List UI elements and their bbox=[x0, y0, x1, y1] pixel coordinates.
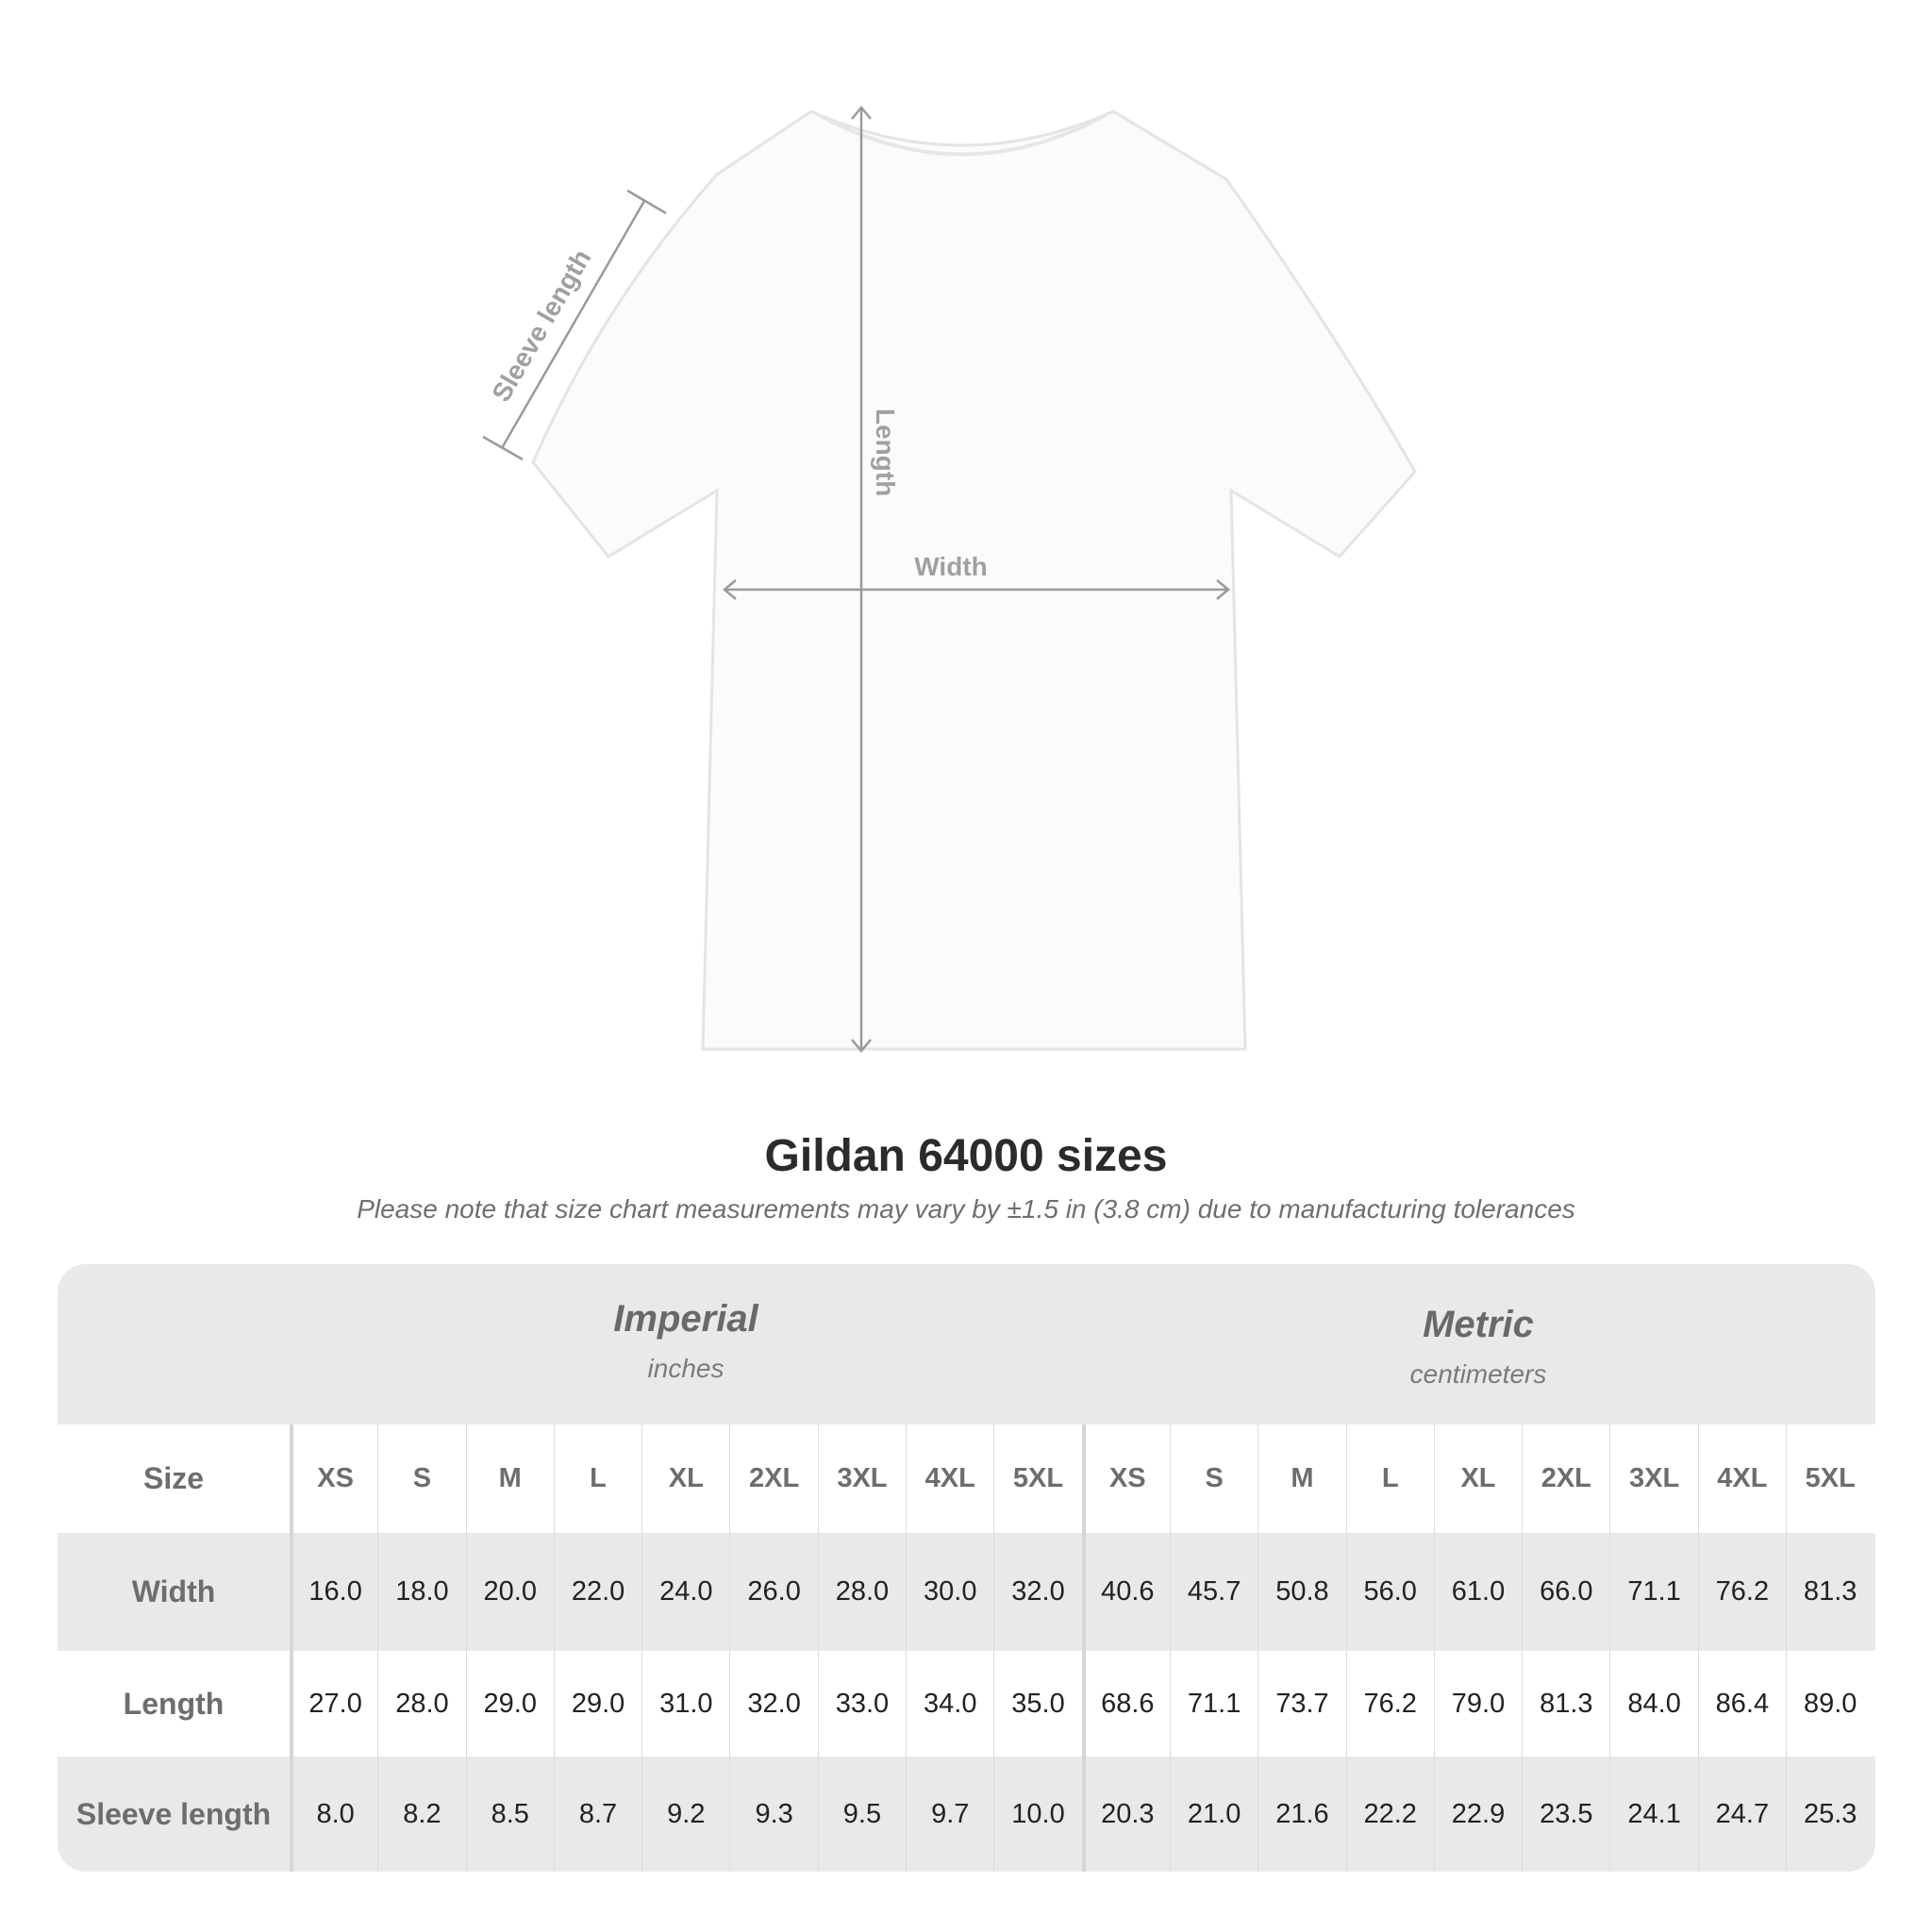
table-row: Sleeve length 8.0 8.2 8.5 8.7 9.2 9.3 9.5 9.7 10.… bbox=[58, 1757, 1875, 1872]
imperial-value-cell: 26.0 bbox=[729, 1533, 817, 1651]
metric-title: Metric bbox=[1423, 1304, 1534, 1345]
imperial-value-cell: 30.0 bbox=[906, 1533, 993, 1651]
size-header-cell: 2XL bbox=[1522, 1424, 1609, 1533]
metric-value-cell: 73.7 bbox=[1257, 1651, 1345, 1757]
metric-value-cell: 22.2 bbox=[1345, 1757, 1434, 1872]
metric-value-cell: 23.5 bbox=[1522, 1757, 1609, 1872]
page-title: Gildan 64000 sizes bbox=[764, 1131, 1168, 1181]
imperial-value-cell: 8.5 bbox=[465, 1757, 554, 1872]
imperial-value-cell: 24.0 bbox=[641, 1533, 729, 1651]
imperial-value-cell: 18.0 bbox=[377, 1533, 465, 1651]
imperial-value-cell: 10.0 bbox=[993, 1757, 1081, 1872]
table-row: Length 27.0 28.0 29.0 29.0 31.0 32.0 33.0 34.0 35… bbox=[58, 1651, 1875, 1757]
size-header-cell: XL bbox=[1433, 1424, 1522, 1533]
imperial-value-cell: 31.0 bbox=[641, 1651, 729, 1757]
table-row: Width 16.0 18.0 20.0 22.0 24.0 26.0 28.0 30.0 32.… bbox=[58, 1533, 1875, 1651]
row-label: Size bbox=[142, 1461, 205, 1495]
metric-value-cell: 71.1 bbox=[1609, 1533, 1697, 1651]
size-header-cell: 3XL bbox=[817, 1424, 906, 1533]
imperial-value-cell: 28.0 bbox=[817, 1533, 906, 1651]
imperial-value-cell: 9.2 bbox=[641, 1757, 729, 1872]
imperial-value-cell: 9.3 bbox=[729, 1757, 817, 1872]
imperial-value-cell: 9.7 bbox=[906, 1757, 993, 1872]
metric-value-cell: 24.7 bbox=[1697, 1757, 1786, 1872]
size-header-cell: L bbox=[1345, 1424, 1434, 1533]
metric-value-cell: 21.6 bbox=[1257, 1757, 1345, 1872]
metric-value-cell: 50.8 bbox=[1257, 1533, 1345, 1651]
imperial-title: Imperial bbox=[613, 1298, 758, 1340]
metric-value-cell: 68.6 bbox=[1081, 1651, 1170, 1757]
size-header-cell: M bbox=[1257, 1424, 1345, 1533]
imperial-value-cell: 20.0 bbox=[465, 1533, 554, 1651]
metric-value-cell: 71.1 bbox=[1169, 1651, 1257, 1757]
size-header-row: Size XS S M L XL 2XL 3XL 4XL 5XL XS S M L XL 2XL 3XL 4XL 5… bbox=[58, 1424, 1875, 1533]
imperial-value-cell: 35.0 bbox=[993, 1651, 1081, 1757]
size-header-cell: 5XL bbox=[1786, 1424, 1874, 1533]
metric-value-cell: 89.0 bbox=[1786, 1651, 1874, 1757]
imperial-header: Imperial inches bbox=[290, 1298, 1082, 1384]
imperial-value-cell: 8.7 bbox=[553, 1757, 641, 1872]
metric-header: Metric centimeters bbox=[1082, 1304, 1874, 1390]
size-header-cell: S bbox=[377, 1424, 465, 1533]
metric-unit: centimeters bbox=[1409, 1359, 1547, 1389]
metric-value-cell: 22.9 bbox=[1433, 1757, 1522, 1872]
metric-value-cell: 76.2 bbox=[1697, 1533, 1786, 1651]
imperial-unit: inches bbox=[647, 1354, 724, 1383]
imperial-value-cell: 32.0 bbox=[729, 1651, 817, 1757]
imperial-value-cell: 22.0 bbox=[553, 1533, 641, 1651]
metric-value-cell: 61.0 bbox=[1433, 1533, 1522, 1651]
metric-value-cell: 20.3 bbox=[1081, 1757, 1170, 1872]
imperial-value-cell: 33.0 bbox=[817, 1651, 906, 1757]
size-table: Imperial inches Metric centimeters Size X… bbox=[58, 1264, 1875, 1872]
size-header-cell: 4XL bbox=[906, 1424, 993, 1533]
imperial-value-cell: 32.0 bbox=[993, 1533, 1081, 1651]
size-header-cell: 2XL bbox=[729, 1424, 817, 1533]
size-header-cell: 5XL bbox=[993, 1424, 1081, 1533]
imperial-value-cell: 27.0 bbox=[290, 1651, 377, 1757]
size-header-cell: M bbox=[465, 1424, 554, 1533]
metric-value-cell: 86.4 bbox=[1697, 1651, 1786, 1757]
row-label: Sleeve length bbox=[75, 1796, 272, 1831]
metric-value-cell: 40.6 bbox=[1081, 1533, 1170, 1651]
metric-value-cell: 79.0 bbox=[1433, 1651, 1522, 1757]
width-label: Width bbox=[914, 552, 988, 581]
size-header-cell: XL bbox=[641, 1424, 729, 1533]
tshirt-illustration bbox=[531, 109, 1417, 1051]
size-header-cell: XS bbox=[290, 1424, 377, 1533]
metric-value-cell: 25.3 bbox=[1786, 1757, 1874, 1872]
tshirt-diagram: Sleeve length Length Width bbox=[482, 106, 1417, 1053]
row-label: Length bbox=[123, 1686, 225, 1721]
size-header-cell: 3XL bbox=[1609, 1424, 1697, 1533]
size-header-cell: S bbox=[1169, 1424, 1257, 1533]
metric-value-cell: 24.1 bbox=[1609, 1757, 1697, 1872]
imperial-value-cell: 28.0 bbox=[377, 1651, 465, 1757]
size-header-cell: 4XL bbox=[1697, 1424, 1786, 1533]
metric-value-cell: 21.0 bbox=[1169, 1757, 1257, 1872]
imperial-value-cell: 16.0 bbox=[290, 1533, 377, 1651]
size-header-cell: L bbox=[553, 1424, 641, 1533]
sleeve-arrow bbox=[500, 200, 646, 449]
metric-value-cell: 45.7 bbox=[1169, 1533, 1257, 1651]
row-label: Width bbox=[131, 1574, 216, 1608]
metric-value-cell: 81.3 bbox=[1786, 1533, 1874, 1651]
imperial-value-cell: 29.0 bbox=[465, 1651, 554, 1757]
imperial-value-cell: 9.5 bbox=[817, 1757, 906, 1872]
metric-value-cell: 56.0 bbox=[1345, 1533, 1434, 1651]
tshirt-collar bbox=[818, 113, 1107, 157]
metric-value-cell: 66.0 bbox=[1522, 1533, 1609, 1651]
imperial-value-cell: 29.0 bbox=[553, 1651, 641, 1757]
length-label: Length bbox=[871, 408, 900, 496]
metric-value-cell: 81.3 bbox=[1522, 1651, 1609, 1757]
imperial-value-cell: 8.0 bbox=[290, 1757, 377, 1872]
imperial-value-cell: 8.2 bbox=[377, 1757, 465, 1872]
tolerance-note: Please note that size chart measurements… bbox=[357, 1194, 1575, 1224]
metric-value-cell: 76.2 bbox=[1345, 1651, 1434, 1757]
size-header-cell: XS bbox=[1081, 1424, 1170, 1533]
metric-value-cell: 84.0 bbox=[1609, 1651, 1697, 1757]
imperial-value-cell: 34.0 bbox=[906, 1651, 993, 1757]
